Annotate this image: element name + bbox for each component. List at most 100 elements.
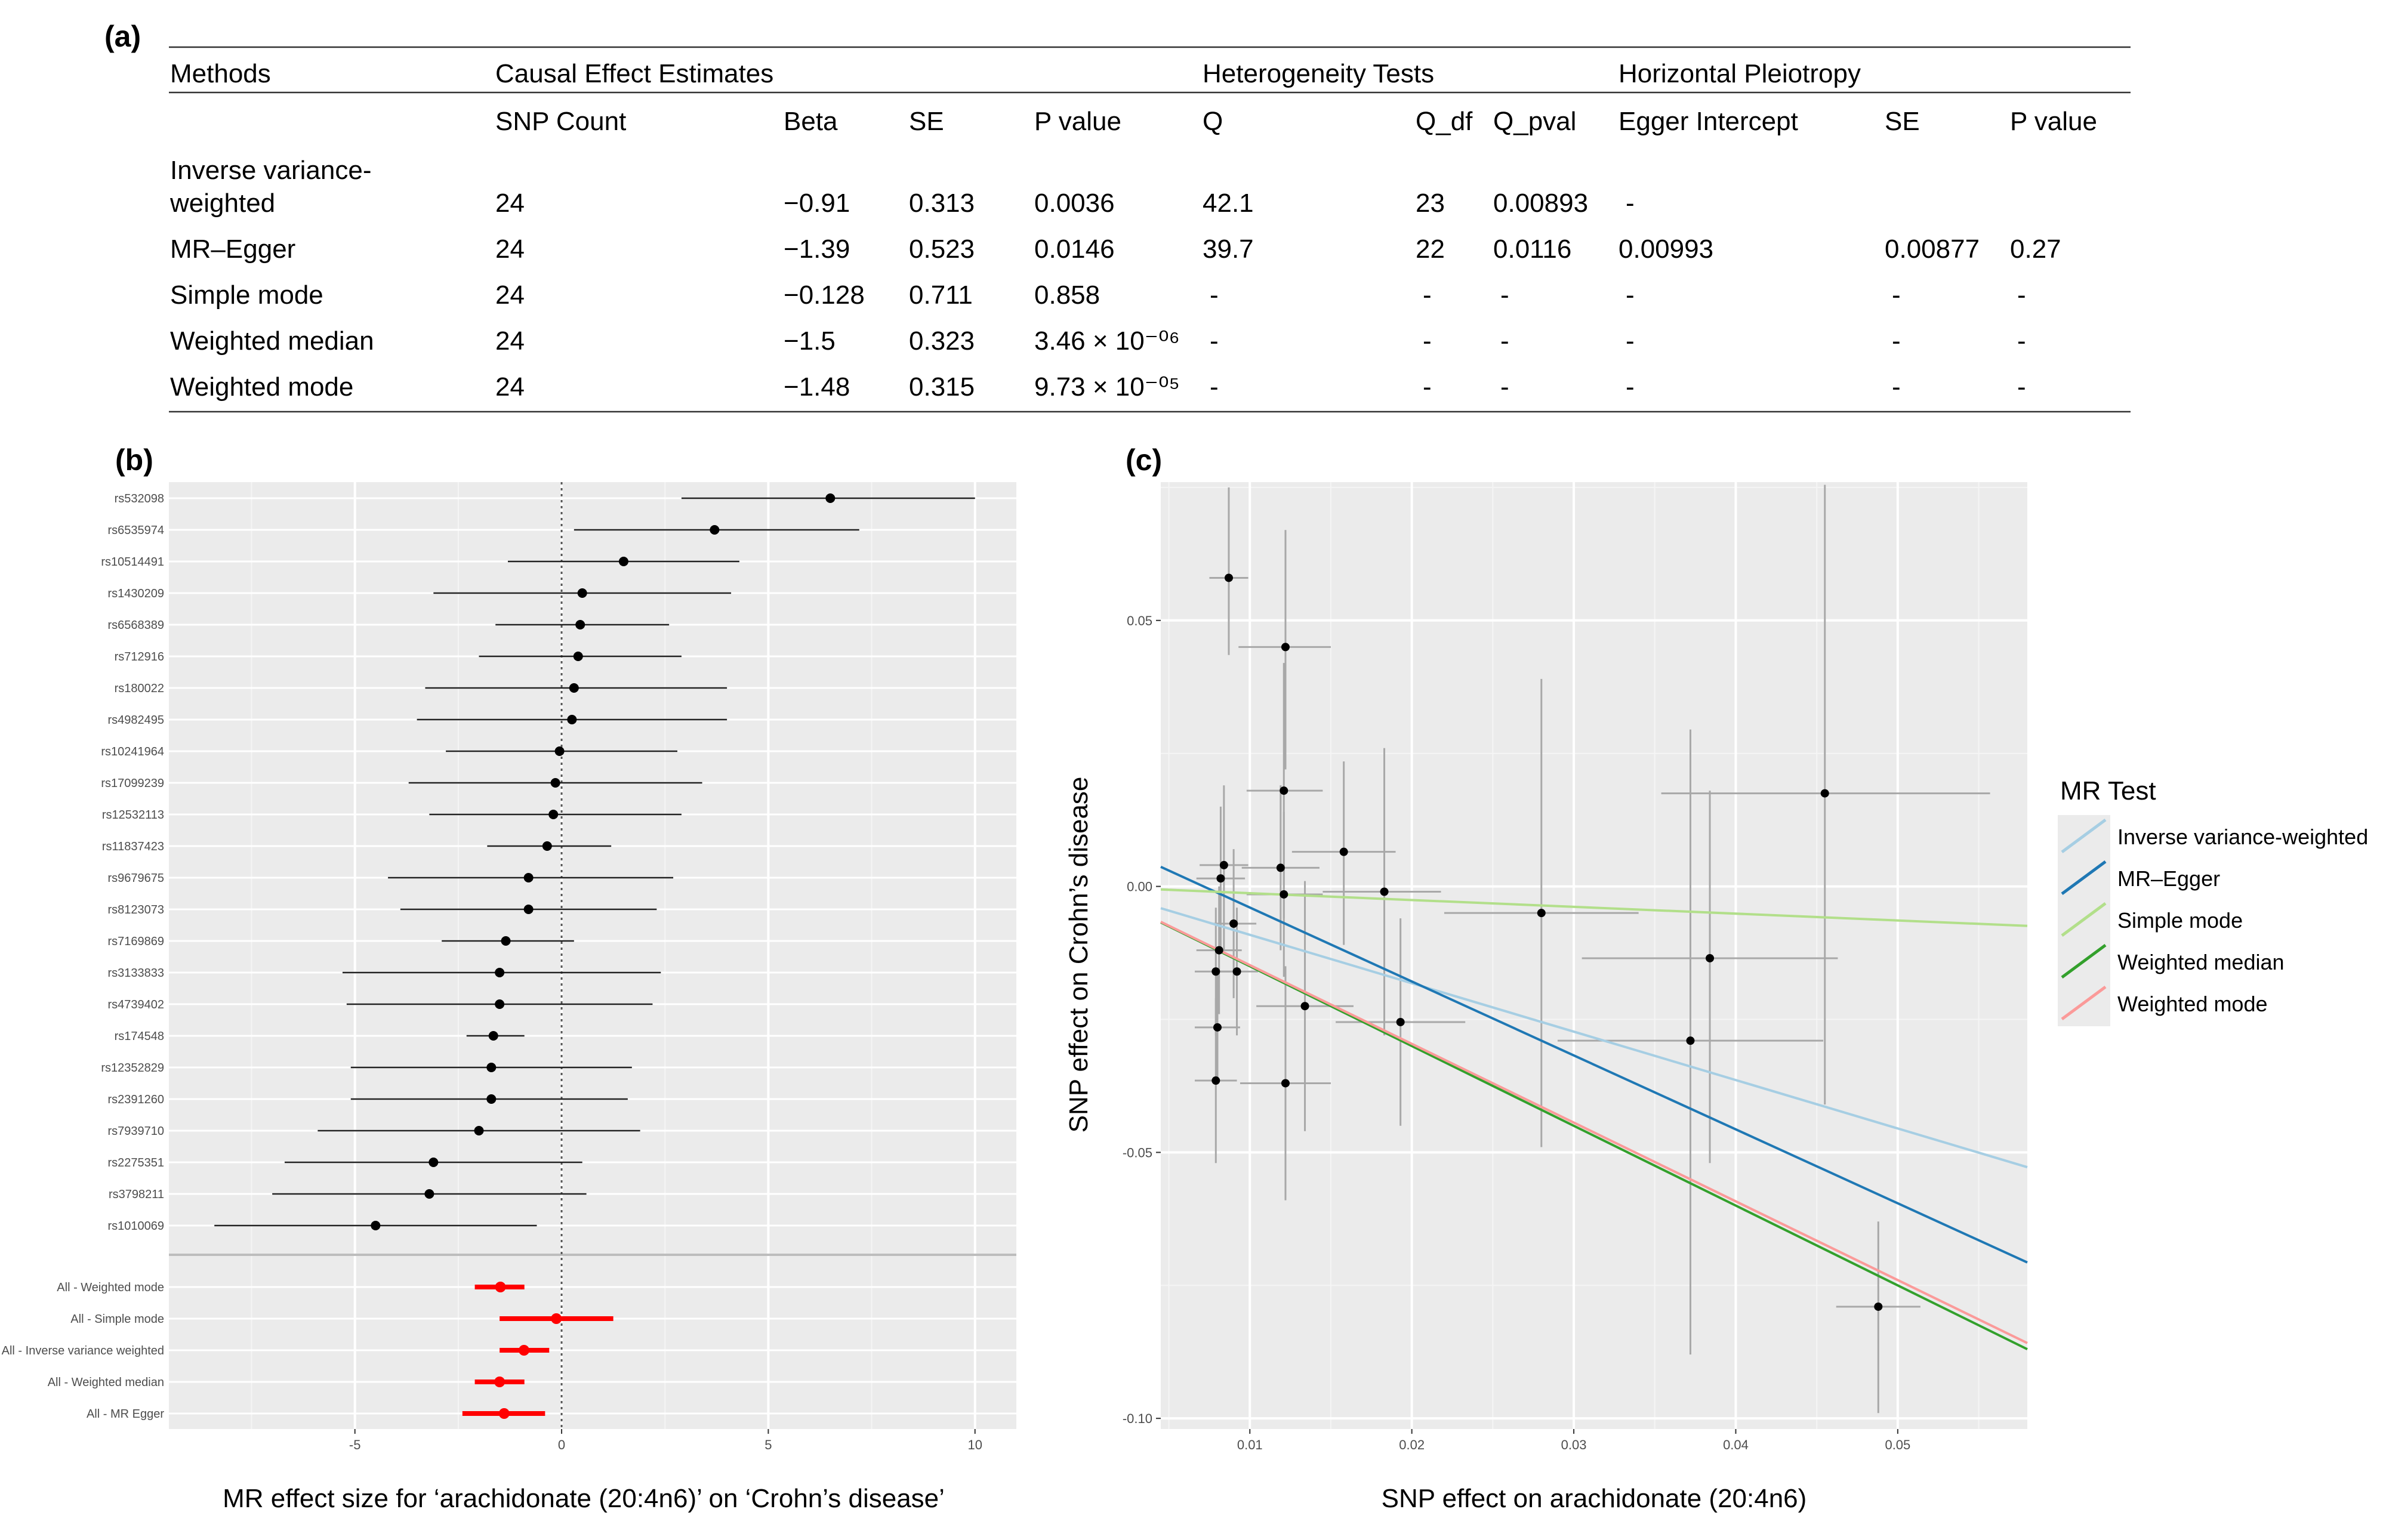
- snp-label: rs10514491: [101, 555, 164, 569]
- scatter-ticks: 0.01 0.02 0.03 0.04 0.05 -0.10 -0.05 0.00 0.05: [1123, 613, 1910, 1452]
- forest-plot-background: [169, 482, 1016, 1429]
- forest-marks: [214, 482, 975, 1429]
- scatter-plot: 0.01 0.02 0.03 0.04 0.05 -0.10 -0.05 0.00 0.05 S…: [1064, 482, 2368, 1513]
- snp-label: rs4982495: [107, 714, 164, 727]
- x-tick-label: 0: [558, 1437, 565, 1452]
- regression-line: [1160, 888, 2028, 927]
- y-tick-label: 0.05: [1127, 613, 1152, 628]
- table-cell: 9.73 × 10⁻⁰⁵: [1034, 372, 1180, 402]
- table-cell: -: [1423, 372, 1432, 402]
- table-cell: 0.0146: [1034, 234, 1115, 264]
- table-cell: -: [1892, 326, 1901, 356]
- panel-label-b: (b): [115, 443, 153, 477]
- legend-entry: Simple mode: [2061, 902, 2243, 937]
- legend-entry: Inverse variance-weighted: [2061, 818, 2368, 854]
- data-point: [1686, 1036, 1695, 1045]
- snp-point: [569, 683, 579, 693]
- snp-point: [474, 1126, 484, 1135]
- legend-entry-label: Inverse variance-weighted: [2117, 825, 2368, 849]
- table-cell: 24: [495, 234, 525, 264]
- x-tick-label: 0.04: [1723, 1437, 1749, 1452]
- table-cell: -: [1210, 372, 1219, 402]
- snp-point: [486, 1094, 497, 1104]
- legend-entry-label: MR–Egger: [2117, 866, 2220, 891]
- data-point: [1216, 874, 1225, 883]
- panel-label-c: (c): [1126, 443, 1162, 477]
- data-point: [1537, 909, 1546, 918]
- table-body: Inverse variance-weighted 24 −0.91 0.313 0.0…: [169, 156, 2061, 402]
- table-cell: 24: [495, 326, 525, 356]
- table-cell: 0.315: [909, 372, 975, 402]
- summary-point: [551, 1313, 562, 1324]
- y-tick-label: -0.10: [1123, 1411, 1152, 1426]
- table-cell: -: [1210, 280, 1219, 310]
- x-tick-label: 0.05: [1885, 1437, 1910, 1452]
- table-cell: -: [1892, 280, 1901, 310]
- table-cell: -: [1500, 326, 1509, 356]
- col-egger-intercept: Egger Intercept: [1619, 107, 1798, 136]
- snp-point: [542, 841, 552, 851]
- legend: MR Test Inverse variance-weighted MR–Egge…: [2058, 776, 2368, 1026]
- table-cell: 39.7: [1203, 234, 1254, 264]
- snp-point: [577, 588, 587, 598]
- data-point: [1300, 1002, 1309, 1011]
- snp-point: [495, 999, 505, 1009]
- snp-label: rs3798211: [109, 1188, 164, 1201]
- summary-label: All - Simple mode: [70, 1313, 164, 1326]
- data-point: [1820, 789, 1829, 798]
- snp-label: rs12352829: [101, 1061, 164, 1075]
- snp-point: [523, 873, 534, 882]
- header-heterogeneity: Heterogeneity Tests: [1203, 59, 1434, 88]
- results-table: Methods Causal Effect Estimates Heteroge…: [169, 46, 2131, 413]
- table-cell: 24: [495, 280, 525, 310]
- snp-label: rs3133833: [107, 967, 164, 980]
- data-point: [1276, 863, 1285, 872]
- table-cell: -: [1626, 326, 1635, 356]
- snp-point: [501, 936, 511, 946]
- snp-point: [488, 1031, 498, 1041]
- table-cell: 3.46 × 10⁻⁰⁶: [1034, 326, 1180, 356]
- snp-point: [428, 1158, 439, 1167]
- table-cell: 0.00877: [1885, 234, 1980, 264]
- snp-point: [550, 778, 560, 788]
- data-point: [1706, 953, 1715, 962]
- table-cell: -: [1423, 280, 1432, 310]
- y-tick-label: 0.00: [1127, 879, 1152, 894]
- x-tick-label: -5: [349, 1437, 361, 1452]
- snp-point: [486, 1063, 497, 1072]
- snp-point: [710, 525, 720, 535]
- snp-label: rs712916: [115, 650, 164, 663]
- table-cell: -: [1892, 372, 1901, 402]
- snp-label: rs17099239: [101, 777, 164, 790]
- summary-label: All - Inverse variance weighted: [2, 1344, 164, 1357]
- snp-point: [575, 620, 585, 629]
- data-point: [1211, 1076, 1220, 1085]
- regression-line: [1160, 907, 2028, 1169]
- col-se: SE: [909, 107, 944, 136]
- table-cell: 22: [1416, 234, 1445, 264]
- table-cell: 0.313: [909, 189, 975, 218]
- legend-key-line: [2061, 902, 2107, 937]
- table-cell: −0.91: [784, 189, 850, 218]
- table-row: Simple mode 24 −0.128 0.711 0.858 - - - - - -: [170, 280, 2026, 310]
- row-method: Simple mode: [170, 280, 323, 310]
- snp-point: [424, 1189, 434, 1199]
- snp-point: [825, 493, 836, 503]
- data-point: [1281, 643, 1290, 652]
- forest-x-ticks: -5 0 5 10: [349, 1429, 982, 1452]
- summary-point: [519, 1345, 530, 1356]
- table-cell: 0.858: [1034, 280, 1100, 310]
- data-point: [1232, 967, 1241, 976]
- col-q-pval: Q_pval: [1493, 107, 1576, 136]
- summary-point: [498, 1408, 510, 1419]
- table-cell: −1.48: [784, 372, 850, 402]
- legend-title: MR Test: [2060, 776, 2156, 806]
- data-point: [1396, 1017, 1405, 1026]
- x-tick-label: 0.03: [1561, 1437, 1587, 1452]
- table-cell: −1.5: [784, 326, 836, 356]
- table-cell: 42.1: [1203, 189, 1254, 218]
- table-row: MR–Egger 24 −1.39 0.523 0.0146 39.7 22 0.0116 0.…: [170, 234, 2061, 264]
- row-method: Inverse variance-: [170, 156, 371, 185]
- table-cell: 0.0036: [1034, 189, 1115, 218]
